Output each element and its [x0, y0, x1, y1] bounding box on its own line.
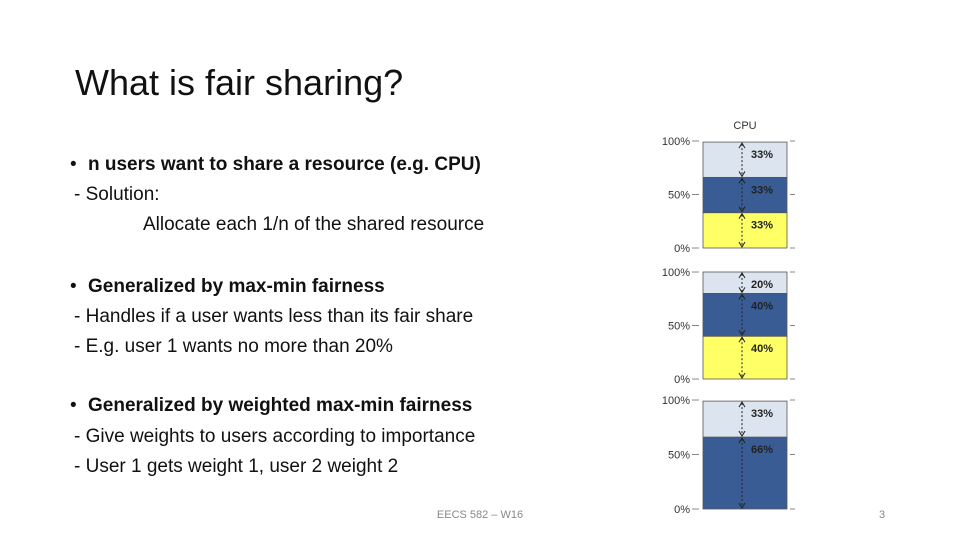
sub-bullet: Allocate each 1/n of the shared resource [143, 214, 484, 235]
y-tick-label: 100% [662, 136, 690, 148]
slide-title: What is fair sharing? [75, 62, 403, 103]
arrow-head [738, 142, 746, 178]
sub-bullet: - Handles if a user wants less than its … [74, 306, 473, 327]
y-tick-label: 100% [662, 267, 690, 279]
y-tick-label: 50% [668, 321, 690, 333]
bullet: Generalized by weighted max-min fairness [88, 395, 472, 416]
sub-bullet: - Give weights to users according to imp… [74, 426, 475, 447]
footer: EECS 582 – W16 [437, 509, 523, 521]
y-tick-label: 100% [662, 395, 690, 407]
y-tick-label: 0% [674, 374, 690, 386]
y-tick-label: 50% [668, 190, 690, 202]
sub-bullet: - E.g. user 1 wants no more than 20% [74, 336, 393, 357]
arrow-head [738, 212, 746, 248]
bullet-dot: • [70, 154, 77, 175]
bullet: Generalized by max-min fairness [88, 276, 385, 297]
chart-title: CPU [733, 120, 756, 132]
bullet: n users want to share a resource (e.g. C… [88, 154, 481, 175]
bar-segment [702, 436, 788, 510]
arrow-head [738, 401, 746, 438]
y-tick-label: 0% [674, 243, 690, 255]
value-label: 33% [751, 408, 773, 420]
arrow-head [738, 336, 746, 379]
value-label: 40% [751, 343, 773, 355]
sub-bullet: - Solution: [74, 184, 160, 205]
value-label: 33% [751, 184, 773, 196]
bar-segment [702, 335, 788, 380]
value-label: 66% [751, 444, 773, 456]
arrow-head [738, 437, 746, 509]
value-label: 40% [751, 300, 773, 312]
bullet-dot: • [70, 276, 77, 297]
page-number: 3 [879, 509, 885, 521]
arrow-head [738, 293, 746, 337]
bar-segment [702, 292, 788, 337]
arrow-head [738, 272, 746, 294]
bullet-dot: • [70, 395, 77, 416]
arrow-head [738, 177, 746, 213]
sub-bullet: - User 1 gets weight 1, user 2 weight 2 [74, 456, 398, 477]
y-tick-label: 0% [674, 504, 690, 516]
bar-segment [702, 271, 788, 294]
value-label: 20% [751, 279, 773, 291]
y-tick-label: 50% [668, 450, 690, 462]
value-label: 33% [751, 149, 773, 161]
value-label: 33% [751, 220, 773, 232]
